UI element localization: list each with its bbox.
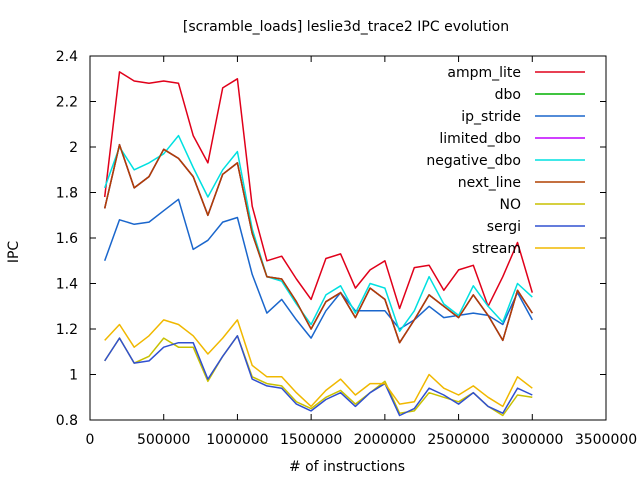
y-tick-label: 2 (69, 140, 78, 156)
x-tick-label: 3000000 (501, 432, 563, 448)
y-tick-label: 1.6 (56, 231, 78, 247)
y-tick-label: 1.8 (56, 186, 78, 202)
legend-label-limited-dbo: limited_dbo (439, 131, 521, 147)
plot-border (89, 55, 607, 421)
legend-label-dbo: dbo (495, 87, 521, 103)
series-line-ip-stride (103, 198, 533, 339)
y-tick-label: 1.4 (56, 277, 78, 293)
x-tick-label: 1000000 (206, 432, 268, 448)
chart-title: [scramble_loads] leslie3d_trace2 IPC evo… (183, 19, 509, 35)
x-axis-label: # of instructions (289, 459, 405, 475)
series-line-sergi (104, 335, 533, 417)
series-line-next-line (103, 143, 533, 344)
legend-label-next-line: next_line (458, 175, 521, 191)
legend-label-sergi: sergi (487, 219, 521, 235)
legend-label-no: NO (500, 197, 522, 213)
legend-label-ip-stride: ip_stride (461, 109, 521, 125)
legend-label-ampm-lite: ampm_lite (447, 65, 521, 81)
y-tick-label: 1 (69, 368, 78, 384)
x-tick-label: 500000 (137, 432, 190, 448)
axis-ticks: 0 500000 1000000 1500000 2000000 2500000 30000… (56, 49, 637, 448)
y-axis-label: IPC (6, 241, 22, 264)
y-tick-label: 1.2 (56, 322, 78, 338)
y-tick-label: 2.2 (56, 95, 78, 111)
legend-label-negative-dbo: negative_dbo (426, 153, 521, 169)
series-line-negative-dbo (103, 134, 533, 333)
series-line-stream (104, 319, 533, 408)
series-line-no (104, 335, 533, 417)
y-tick-label: 0.8 (56, 413, 78, 429)
series-line-ampm-lite (103, 71, 534, 310)
y-tick-label: 2.4 (56, 49, 78, 65)
plot-frame (89, 55, 607, 421)
x-tick-label: 0 (86, 432, 95, 448)
x-tick-label: 1500000 (280, 432, 342, 448)
x-tick-label: 2500000 (427, 432, 489, 448)
x-tick-label: 2000000 (354, 432, 416, 448)
series-lines (103, 71, 534, 417)
x-tick-label: 3500000 (575, 432, 637, 448)
legend-label-stream: stream (472, 241, 521, 257)
